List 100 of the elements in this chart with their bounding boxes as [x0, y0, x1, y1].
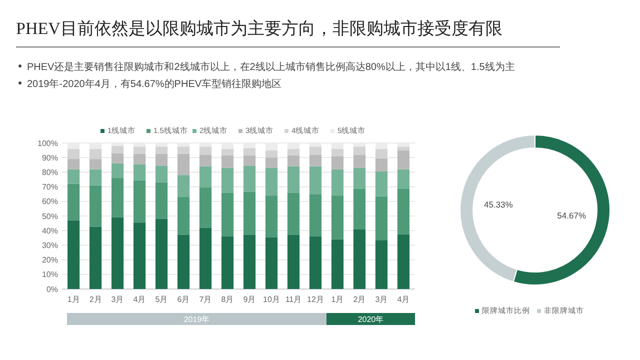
bar: [177, 175, 190, 198]
y-tick-label: 0%: [46, 284, 58, 294]
bar: [111, 178, 124, 218]
bar: [309, 194, 322, 236]
bar: [375, 171, 388, 196]
x-tick-label: 3月: [375, 295, 388, 304]
bar: [331, 196, 344, 240]
bar: [221, 236, 234, 289]
bar: [111, 146, 124, 154]
bar: [397, 234, 410, 289]
bar: [265, 150, 278, 158]
bar: [68, 159, 80, 170]
bar: [221, 168, 234, 193]
bar: [331, 156, 344, 170]
bar: [199, 154, 212, 166]
bar: [68, 220, 80, 289]
bar: [68, 148, 80, 160]
chart-title: PHEV目前依然是以限购城市为主要方向，非限购城市接受度有限: [16, 19, 502, 38]
bar: [89, 185, 102, 227]
x-tick-label: 1月: [331, 295, 344, 304]
bar: [177, 154, 190, 176]
y-tick-label: 30%: [42, 241, 58, 250]
bar: [177, 197, 190, 235]
bar: [309, 154, 322, 166]
bar: [353, 146, 366, 155]
bar: [287, 234, 300, 289]
bar: [199, 188, 212, 228]
bar: [133, 154, 146, 164]
bar: [243, 192, 256, 235]
x-tick-label: 4月: [397, 295, 410, 304]
bar: [89, 148, 102, 160]
bar: [375, 158, 388, 172]
bar: [287, 166, 300, 193]
bar: [309, 146, 322, 155]
x-tick-label: 9月: [243, 295, 256, 304]
y-tick-label: 90%: [42, 153, 58, 162]
bar: [265, 168, 278, 196]
bar: [155, 218, 168, 289]
bar: [243, 166, 256, 192]
bar: [309, 166, 322, 194]
bar: [68, 169, 80, 184]
x-tick-label: 4月: [133, 295, 146, 304]
bar: [155, 146, 168, 154]
bar: [177, 146, 190, 154]
y-tick-label: 100%: [38, 138, 58, 148]
bar: [133, 180, 146, 223]
bar: [155, 166, 168, 182]
x-tick-label: 6月: [177, 295, 190, 304]
bar: [331, 169, 344, 196]
y-tick-label: 80%: [42, 168, 58, 177]
text: 2019年-2020年4月，有54.67%的PHEV车型销往限购地区: [27, 78, 282, 90]
bar: [397, 150, 410, 170]
bar: [397, 169, 410, 189]
x-tick-label: 1月: [67, 295, 80, 304]
x-tick-label: 12月: [307, 295, 324, 304]
bar: [331, 148, 344, 156]
bar: [353, 154, 366, 168]
bar: [177, 234, 190, 289]
x-tick-label: 2月: [89, 295, 102, 304]
y-tick-label: 70%: [42, 182, 58, 192]
x-tick-label: 5月: [155, 295, 168, 304]
bar: [89, 169, 102, 186]
x-tick-label: 11月: [285, 295, 302, 304]
bar: [397, 146, 410, 150]
bar: [331, 239, 344, 289]
text: 2020年: [358, 315, 384, 324]
bar: [353, 188, 366, 230]
bar: [265, 158, 278, 168]
y-tick-label: 50%: [42, 212, 58, 221]
x-tick-label: 8月: [221, 295, 234, 304]
bar: [111, 217, 124, 289]
bar: [287, 148, 300, 156]
y-tick-label: 40%: [42, 226, 58, 236]
bar: [353, 229, 366, 289]
bar: [155, 182, 168, 219]
bar: [89, 159, 102, 170]
bar: [155, 154, 168, 166]
bar: [243, 155, 256, 166]
data-label: 54.67%: [557, 210, 586, 220]
bar: [199, 228, 212, 289]
data-label: 45.33%: [484, 200, 514, 210]
bar: [199, 166, 212, 188]
bar: [375, 148, 388, 158]
bar: [68, 184, 80, 220]
bar: [243, 148, 256, 156]
bar: [89, 226, 102, 289]
bar: [199, 146, 212, 155]
bar: [265, 237, 278, 289]
y-tick-label: 10%: [42, 270, 58, 280]
bar: [397, 188, 410, 234]
y-tick-label: 20%: [42, 256, 58, 265]
bar: [353, 168, 366, 189]
bar: [133, 222, 146, 289]
bar: [287, 192, 300, 235]
text: 2019年: [184, 315, 210, 324]
bar: [221, 155, 234, 168]
bar: [309, 236, 322, 289]
x-tick-label: 7月: [199, 295, 212, 304]
bar: [375, 240, 388, 289]
bar: [133, 164, 146, 180]
